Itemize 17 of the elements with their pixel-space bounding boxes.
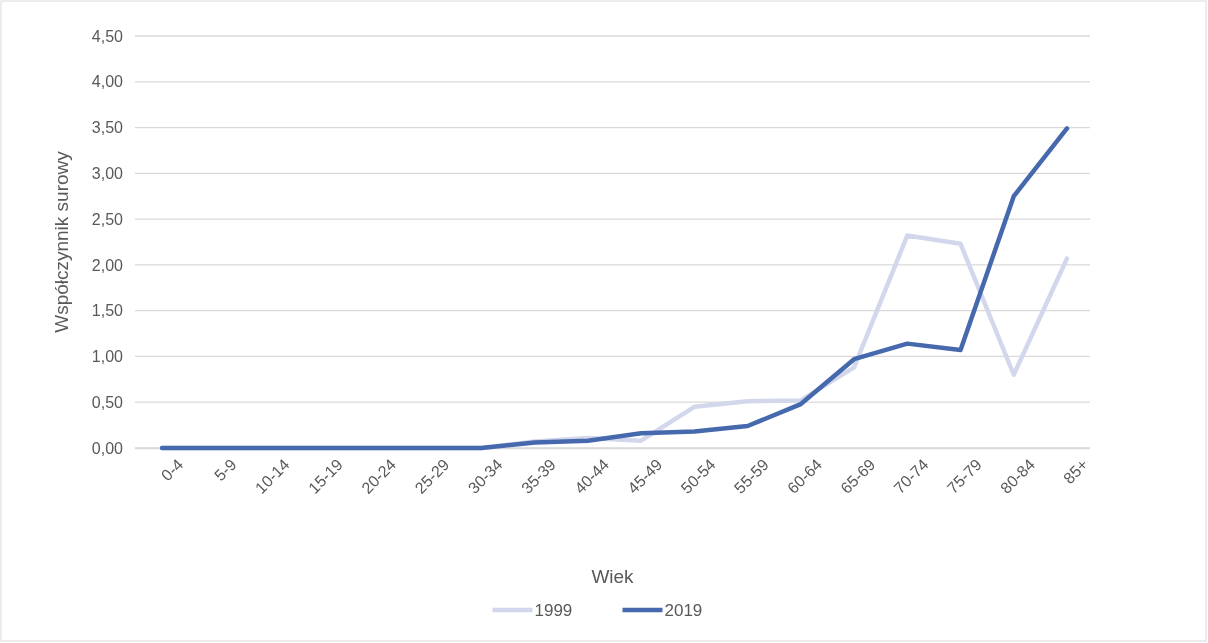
legend-label: 1999 [534, 601, 573, 620]
x-tick-label: 85+ [1060, 455, 1092, 487]
x-tick-label: 0-4 [157, 455, 187, 485]
y-tick-label: 2,00 [91, 256, 124, 274]
y-tick-label: 3,50 [91, 119, 124, 137]
x-tick-label: 5-9 [211, 455, 240, 485]
y-tick-label: 3,00 [91, 164, 124, 182]
y-tick-label: 4,00 [91, 73, 124, 91]
y-tick-label: 1,50 [91, 302, 124, 320]
y-tick-label: 2,50 [91, 210, 124, 228]
y-tick-label: 4,50 [91, 27, 124, 45]
x-axis-title: Wiek [591, 566, 635, 587]
y-tick-label: 0,00 [91, 439, 124, 457]
y-tick-label: 1,00 [91, 348, 124, 366]
y-axis-title: Współczynnik surowy [51, 150, 72, 333]
legend-label: 2019 [664, 601, 703, 620]
y-tick-label: 0,50 [91, 393, 124, 411]
